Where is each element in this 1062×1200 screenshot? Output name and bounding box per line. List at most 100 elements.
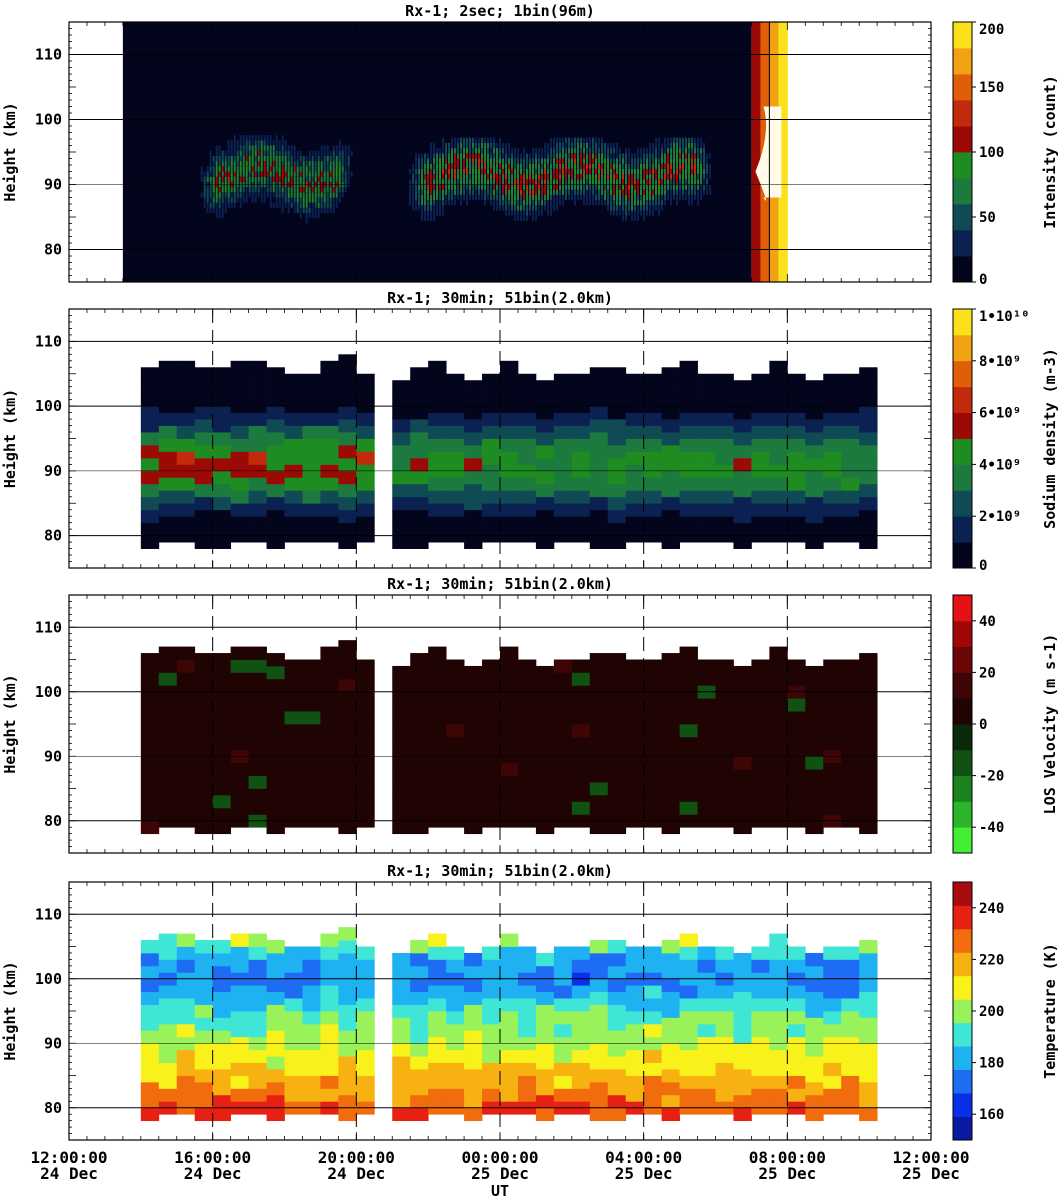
data-cell (158, 373, 178, 388)
intensity-cell (703, 153, 706, 159)
intensity-cell (254, 140, 257, 146)
data-cell (410, 380, 429, 394)
intensity-cell (290, 150, 293, 156)
intensity-cell (667, 158, 670, 164)
intensity-cell (619, 200, 622, 206)
intensity-cell (317, 176, 320, 182)
colorbar-tick-label: -40 (979, 820, 1004, 836)
intensity-cell (568, 158, 571, 164)
intensity-cell (418, 200, 421, 206)
data-cell (787, 503, 806, 517)
data-cell (697, 788, 716, 802)
intensity-cell (269, 140, 272, 146)
data-cell (859, 1017, 878, 1031)
intensity-cell (311, 197, 314, 203)
colorbar-swatch (953, 542, 972, 569)
data-cell (589, 470, 609, 485)
data-cell (841, 412, 860, 426)
colorbar-swatch (953, 100, 972, 127)
intensity-cell (338, 171, 341, 177)
intensity-cell (311, 218, 314, 224)
data-cell (679, 490, 698, 504)
data-cell (805, 1004, 824, 1018)
intensity-cell (607, 148, 610, 154)
data-cell (284, 373, 303, 388)
colorbar-swatch (953, 775, 972, 802)
intensity-cell (269, 150, 272, 156)
data-cell (643, 1049, 663, 1063)
intensity-cell (652, 142, 655, 149)
data-cell (356, 672, 375, 686)
intensity-cell (436, 194, 439, 201)
data-cell (661, 522, 680, 537)
intensity-cell (200, 161, 203, 167)
intensity-cell (323, 192, 326, 198)
data-cell (410, 965, 429, 980)
intensity-cell (418, 174, 421, 180)
data-cell (410, 807, 429, 822)
intensity-cell (311, 161, 314, 167)
data-cell (410, 1069, 429, 1083)
intensity-cell (296, 192, 299, 198)
data-cell (500, 659, 519, 673)
intensity-cell (206, 166, 209, 172)
data-cell (607, 444, 627, 459)
intensity-cell (260, 202, 263, 208)
intensity-cell (658, 210, 661, 216)
data-cell (284, 762, 303, 776)
data-cell (392, 522, 411, 537)
intensity-cell (460, 163, 463, 169)
intensity-cell (511, 215, 514, 221)
intensity-cell (454, 137, 457, 143)
data-cell (230, 438, 249, 452)
intensity-cell (673, 153, 676, 159)
intensity-cell (640, 168, 643, 175)
intensity-cell (293, 166, 296, 172)
data-cell (751, 711, 770, 725)
intensity-cell (412, 205, 415, 211)
intensity-cell (697, 184, 700, 190)
data-cell (446, 451, 465, 465)
data-cell (356, 438, 375, 452)
intensity-cell (311, 166, 314, 172)
data-cell (320, 788, 339, 802)
intensity-cell (514, 194, 517, 201)
data-cell (302, 490, 321, 504)
intensity-cell (347, 155, 350, 162)
intensity-cell (517, 148, 520, 154)
data-cell (320, 516, 339, 530)
data-cell (787, 672, 806, 686)
data-cell (589, 419, 609, 433)
data-cell (661, 782, 680, 796)
intensity-cell (296, 187, 299, 193)
intensity-cell (212, 207, 215, 214)
intensity-cell (460, 142, 463, 149)
data-cell (805, 1017, 824, 1031)
intensity-cell (541, 148, 544, 154)
data-cell (230, 1049, 249, 1063)
data-cell (859, 794, 878, 809)
intensity-cell (215, 161, 218, 167)
data-cell (500, 646, 519, 660)
data-cell (140, 952, 160, 967)
data-cell (787, 490, 806, 504)
data-cell (589, 1004, 609, 1018)
intensity-cell (646, 179, 649, 185)
data-cell (607, 743, 627, 757)
intensity-cell (529, 184, 532, 190)
intensity-cell (589, 137, 592, 143)
data-cell (823, 516, 842, 530)
intensity-cell (532, 215, 535, 221)
data-cell (679, 1075, 698, 1089)
intensity-cell (332, 150, 335, 156)
intensity-cell (242, 135, 245, 141)
intensity-cell (574, 189, 577, 195)
intensity-cell (448, 142, 451, 149)
data-cell (553, 490, 573, 504)
intensity-cell (427, 163, 430, 169)
intensity-cell (269, 176, 272, 182)
intensity-cell (553, 194, 556, 201)
intensity-cell (514, 215, 517, 221)
intensity-cell (206, 176, 209, 182)
intensity-cell (478, 148, 481, 154)
